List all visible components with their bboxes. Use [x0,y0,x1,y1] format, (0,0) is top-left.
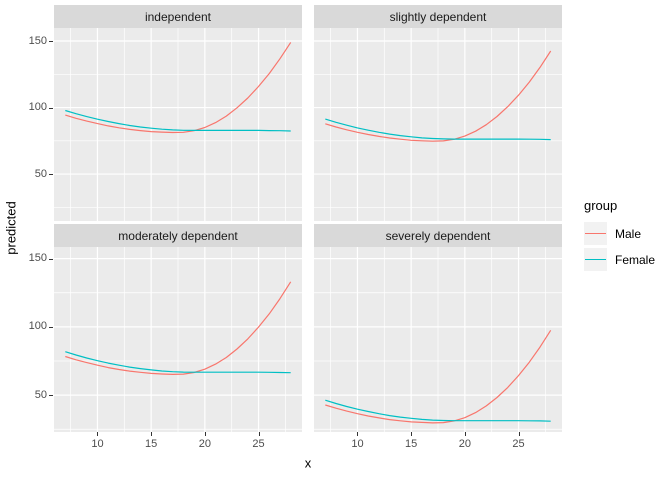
x-tick-label: 15 [145,438,158,450]
facet-slightly-dependent: slightly dependent [314,5,562,221]
y-tick-label: 50 [34,388,47,401]
male-line [65,281,292,375]
y-tick-label: 150 [28,252,47,265]
x-tick-label: 20 [458,438,471,450]
facet-panel-svg [314,247,562,432]
x-tick-mark [151,432,153,436]
y-axis-title: predicted [3,201,19,255]
y-tick-label: 150 [28,34,47,47]
x-tick-mark [518,432,520,436]
facet-severely-dependent: severely dependent [314,224,562,432]
y-tick-mark [49,174,53,176]
female-line [65,109,291,132]
facet-strip: independent [54,5,302,28]
y-tick-label: 100 [28,320,47,333]
male-line [65,42,292,134]
facet-strip: severely dependent [314,224,562,247]
facet-strip: slightly dependent [314,5,562,28]
female-line [65,351,291,374]
facet-moderately-dependent: moderately dependent [54,224,302,432]
y-tick-label: 100 [28,101,47,114]
facet-strip-label: moderately dependent [118,228,238,243]
x-tick-mark [258,432,260,436]
y-tick-label: 50 [34,167,47,180]
y-tick-mark [49,258,53,260]
legend-label-male: Male [615,226,642,241]
y-tick-mark [49,326,53,328]
y-tick-mark [49,107,53,109]
facet-panel-svg [314,28,562,221]
facet-strip-label: independent [144,9,212,24]
legend: group Male Female [584,198,655,274]
female-line [325,118,551,141]
legend-entry-female: Female [584,248,655,271]
facet-independent: independent [54,5,302,221]
x-tick-mark [357,432,359,436]
male-line-key-icon [584,222,607,245]
x-tick-label: 10 [351,438,364,450]
facet-strip: moderately dependent [54,224,302,247]
x-tick-label: 15 [405,438,418,450]
x-tick-label: 20 [198,438,211,450]
x-tick-label: 10 [91,438,104,450]
legend-title: group [584,198,618,213]
facet-panel-svg [54,28,302,221]
female-line [325,399,551,422]
y-tick-mark [49,395,53,397]
legend-label-female: Female [615,252,656,267]
x-tick-mark [464,432,466,436]
female-line-key-icon [584,248,607,271]
facet-strip-label: severely dependent [385,228,491,243]
x-axis-title: x [304,455,312,471]
x-tick-label: 25 [252,438,265,450]
facet-panel-svg [54,247,302,432]
x-tick-mark [97,432,99,436]
x-tick-mark [411,432,413,436]
x-tick-label: 25 [512,438,525,450]
y-tick-mark [49,41,53,43]
male-line [325,50,552,142]
male-line [325,329,552,424]
facet-strip-label: slightly dependent [389,9,487,24]
x-tick-mark [204,432,206,436]
legend-entry-male: Male [584,222,655,245]
